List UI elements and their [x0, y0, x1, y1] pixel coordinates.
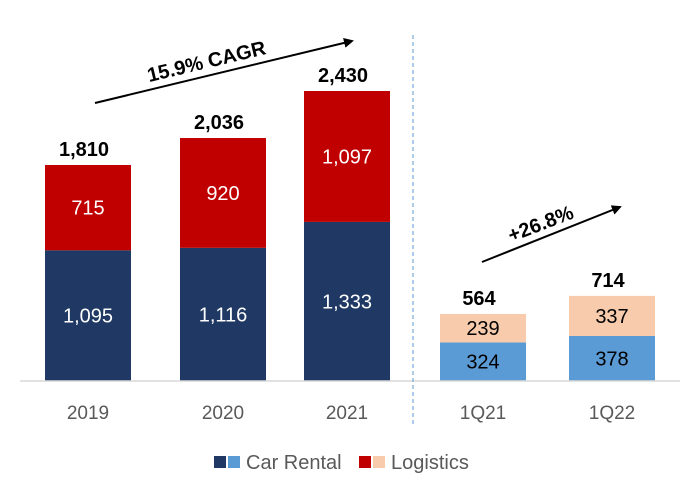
data-label-logistics-1q21: 239: [466, 318, 499, 340]
cagr-arrow: [94, 38, 354, 104]
total-label-1q21: 564: [462, 288, 496, 310]
legend-swatch-logistics-light: [373, 456, 385, 468]
bar-car-rental-2020: [180, 247, 266, 381]
bar-logistics-1q21: [440, 313, 526, 343]
bars-layer: [45, 91, 655, 381]
bar-logistics-1q22: [569, 295, 655, 336]
bar-logistics-2020: [180, 138, 266, 248]
cagr-annotation: 15.9% CAGR: [145, 37, 268, 87]
growth-arrow: [481, 205, 622, 263]
data-label-logistics-1q22: 337: [595, 306, 628, 328]
data-label-logistics-2021: 1,097: [322, 146, 372, 168]
data-label-car-rental-1q22: 378: [595, 349, 628, 371]
legend-label-car-rental: Car Rental: [246, 452, 342, 474]
data-label-logistics-2019: 715: [71, 198, 104, 220]
total-label-2019: 1,810: [59, 139, 109, 161]
total-label-2020: 2,036: [194, 112, 244, 134]
data-label-car-rental-2019: 1,095: [63, 306, 113, 328]
x-tick-label-1q21: 1Q21: [460, 403, 506, 424]
bar-car-rental-2021: [304, 221, 390, 381]
growth-annotation: +26.8%: [505, 202, 577, 247]
bar-car-rental-1q22: [569, 336, 655, 381]
total-label-1q22: 714: [591, 270, 625, 292]
bar-logistics-2019: [45, 164, 131, 251]
bar-car-rental-1q21: [440, 342, 526, 381]
total-label-2021: 2,430: [318, 65, 368, 87]
data-label-logistics-2020: 920: [206, 183, 239, 205]
legend-label-logistics: Logistics: [391, 452, 469, 474]
bar-logistics-2021: [304, 91, 390, 222]
labels-layer: 1,095 715 1,810 2019 1,116 920 2,036 2020 1,333 1…: [59, 65, 635, 424]
legend: Car Rental Logistics: [214, 452, 469, 474]
legend-swatch-car-rental-light: [228, 456, 240, 468]
bar-car-rental-2019: [45, 250, 131, 381]
data-label-car-rental-2021: 1,333: [322, 291, 372, 313]
x-tick-label-2019: 2019: [67, 403, 109, 424]
data-label-car-rental-1q21: 324: [466, 352, 499, 374]
legend-swatch-logistics-dark: [359, 456, 371, 468]
x-tick-label-2020: 2020: [202, 403, 244, 424]
x-tick-label-2021: 2021: [326, 403, 368, 424]
data-label-car-rental-2020: 1,116: [199, 304, 248, 326]
legend-swatch-car-rental-dark: [214, 456, 226, 468]
x-tick-label-1q22: 1Q22: [589, 403, 635, 424]
